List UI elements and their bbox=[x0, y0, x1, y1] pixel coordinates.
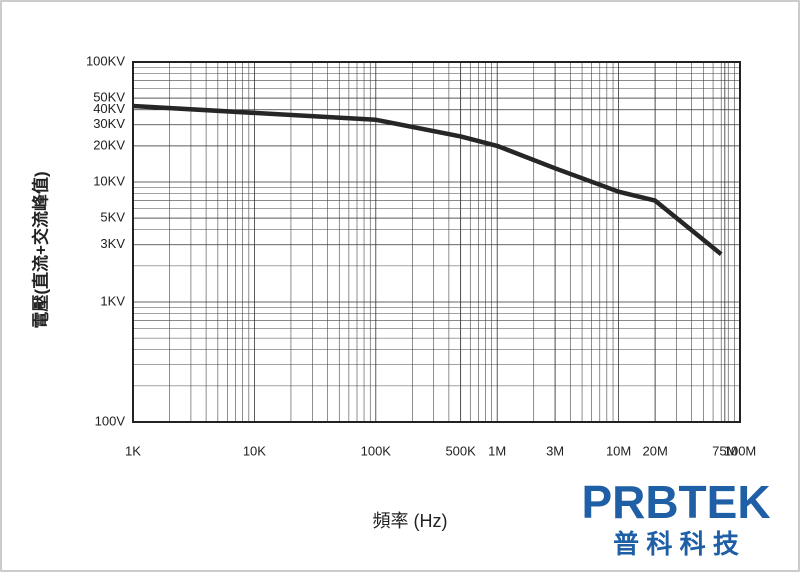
x-tick-label: 20M bbox=[642, 443, 667, 458]
x-tick-label: 3M bbox=[546, 443, 564, 458]
data-line bbox=[132, 103, 723, 256]
y-axis-label: 電壓(直流+交流峰值) bbox=[30, 171, 50, 328]
y-tick-label: 30KV bbox=[93, 116, 125, 131]
x-tick-label: 100M bbox=[724, 443, 757, 458]
y-tick-label: 100KV bbox=[86, 53, 125, 68]
x-tick-label: 100K bbox=[361, 443, 392, 458]
logo-name: PRBTEK bbox=[581, 476, 770, 528]
x-tick-label: 10M bbox=[606, 443, 631, 458]
plot-border bbox=[132, 61, 741, 423]
y-tick-label: 50KV bbox=[93, 90, 125, 105]
y-tick-label: 100V bbox=[95, 413, 126, 428]
y-tick-label: 3KV bbox=[100, 236, 125, 251]
y-tick-label: 40KV bbox=[93, 101, 125, 116]
y-tick-label: 5KV bbox=[100, 210, 125, 225]
logo-subtitle: 普 科 科 技 bbox=[613, 529, 739, 559]
x-tick-label: 10K bbox=[243, 443, 266, 458]
grid bbox=[132, 61, 741, 423]
x-axis-label: 頻率 (Hz) bbox=[373, 511, 448, 531]
x-tick-label: 1K bbox=[125, 443, 141, 458]
x-tick-label: 1M bbox=[488, 443, 506, 458]
y-tick-label: 1KV bbox=[100, 293, 125, 308]
x-tick-label: 75M bbox=[712, 443, 737, 458]
y-tick-label: 20KV bbox=[93, 137, 125, 152]
x-tick-label: 500K bbox=[445, 443, 476, 458]
y-tick-label: 10KV bbox=[93, 173, 125, 188]
